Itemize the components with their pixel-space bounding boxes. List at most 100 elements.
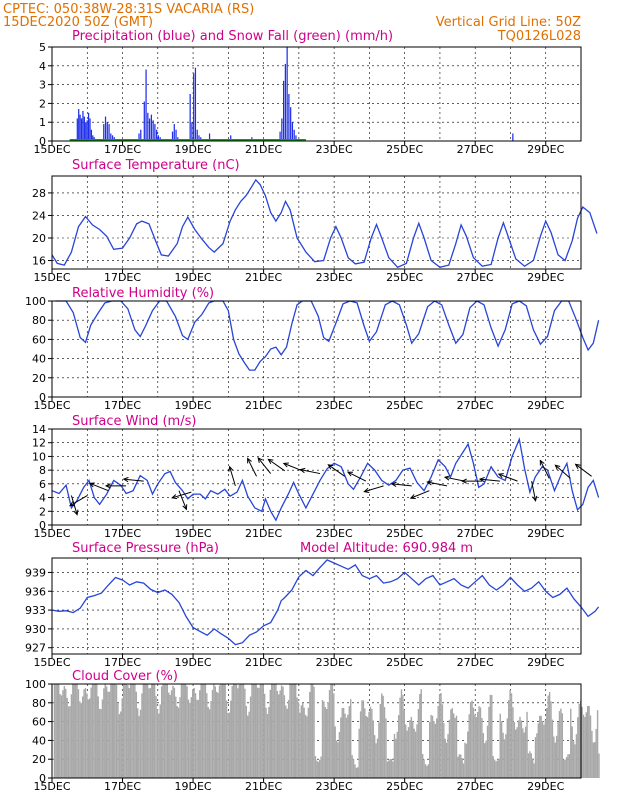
cloud-bar bbox=[340, 717, 342, 778]
cloud-bar bbox=[430, 714, 432, 778]
wind-xtick-label: 15DEC bbox=[33, 527, 70, 540]
cloud-bar bbox=[471, 700, 473, 778]
cloud-bar bbox=[500, 721, 503, 778]
wind-ytick-label: 4 bbox=[39, 492, 46, 505]
cloud-bar bbox=[287, 700, 290, 778]
wind-arrow bbox=[555, 464, 571, 479]
cloud-bar bbox=[506, 718, 508, 778]
cloud-xtick-label: 23DEC bbox=[316, 780, 353, 793]
pressure-xtick-label: 19DEC bbox=[175, 656, 212, 669]
cloud-bar bbox=[361, 700, 363, 778]
precip-bar bbox=[281, 118, 283, 141]
cloud-bar bbox=[342, 707, 345, 778]
temperature-xtick-label: 19DEC bbox=[175, 271, 212, 284]
precip-xtick-label: 23DEC bbox=[316, 143, 353, 156]
cloud-bar bbox=[350, 699, 352, 778]
cloud-bar bbox=[148, 688, 150, 778]
cloud-bar bbox=[65, 688, 67, 778]
temperature-ytick-label: 16 bbox=[32, 255, 46, 268]
wind-xtick-label: 21DEC bbox=[245, 527, 282, 540]
cloud-bar bbox=[498, 758, 500, 778]
cloud-bar bbox=[379, 703, 382, 778]
cloud-bar bbox=[72, 684, 74, 778]
cloud-bar bbox=[113, 684, 115, 778]
cloud-bar bbox=[207, 707, 209, 778]
wind-arrow bbox=[69, 495, 88, 507]
cloud-bar bbox=[285, 705, 287, 778]
cloud-bar bbox=[93, 684, 95, 778]
humidity-ytick-label: 0 bbox=[39, 391, 46, 404]
cloud-bar bbox=[252, 684, 255, 778]
cloud-bar bbox=[118, 714, 121, 778]
cloud-bar bbox=[263, 693, 266, 778]
cloud-bar bbox=[524, 726, 527, 778]
cloud-bar bbox=[488, 706, 490, 778]
cloud-xtick-label: 25DEC bbox=[386, 780, 423, 793]
cloud-bar bbox=[393, 733, 396, 778]
cloud-bar bbox=[228, 712, 231, 778]
header-line1: CPTEC: 050:38W-28:31S VACARIA (RS) bbox=[3, 2, 254, 17]
wind-arrow-head bbox=[228, 465, 234, 472]
wind-ytick-label: 6 bbox=[39, 478, 46, 491]
cloud-bar bbox=[105, 686, 108, 778]
precip-ytick-label: 2 bbox=[39, 97, 46, 110]
wind-arrow bbox=[178, 490, 187, 510]
cloud-bar bbox=[482, 733, 485, 778]
cloud-bar bbox=[481, 718, 483, 778]
cloud-bar bbox=[271, 684, 273, 778]
cloud-xtick-label: 19DEC bbox=[175, 780, 212, 793]
precip-bar bbox=[145, 69, 147, 141]
cloud-bar bbox=[554, 742, 556, 778]
precip-bar bbox=[157, 135, 160, 141]
cloud-bar bbox=[145, 684, 147, 778]
cloud-bar bbox=[509, 689, 511, 778]
cloud-bar bbox=[512, 707, 514, 778]
cloud-bar bbox=[400, 689, 403, 778]
cloud-bar bbox=[90, 687, 92, 778]
cloud-bar bbox=[460, 754, 462, 778]
cloud-bar bbox=[289, 684, 291, 778]
cloud-bar bbox=[499, 713, 501, 778]
cloud-bar bbox=[330, 684, 332, 778]
cloud-bar bbox=[159, 704, 161, 778]
cloud-bar bbox=[531, 758, 534, 778]
precip-bar bbox=[295, 135, 297, 141]
cloud-bar bbox=[378, 722, 380, 778]
cloud-bar bbox=[168, 692, 170, 778]
cloud-bar bbox=[567, 754, 569, 778]
cloud-bar bbox=[337, 742, 339, 778]
precip-bar bbox=[286, 47, 288, 141]
precip-title: Precipitation (blue) and Snow Fall (gree… bbox=[72, 29, 393, 44]
wind-arrow bbox=[364, 485, 384, 493]
wind-arrow-head bbox=[461, 478, 467, 484]
cloud-bar bbox=[303, 707, 305, 778]
cloud-bar bbox=[321, 700, 324, 778]
wind-arrow-head bbox=[532, 495, 538, 502]
pressure-xtick-label: 29DEC bbox=[527, 656, 564, 669]
cloud-bar bbox=[172, 685, 174, 778]
cloud-bar bbox=[210, 700, 212, 778]
cloud-bar bbox=[138, 715, 140, 778]
temperature-xtick-label: 21DEC bbox=[245, 271, 282, 284]
cloud-bar bbox=[314, 756, 317, 778]
cloud-bar bbox=[127, 684, 129, 778]
wind-arrow bbox=[427, 481, 448, 487]
wind-arrow-head bbox=[554, 464, 561, 470]
cloud-bar bbox=[507, 700, 510, 778]
cloud-bar bbox=[496, 760, 499, 778]
humidity-xtick-label: 15DEC bbox=[33, 399, 70, 412]
pressure-title: Surface Pressure (hPa) bbox=[72, 541, 219, 556]
cloud-bar bbox=[169, 694, 171, 778]
cloud-bar bbox=[259, 684, 262, 778]
cloud-bar bbox=[560, 708, 562, 778]
cloud-bar bbox=[557, 722, 559, 778]
cloud-bar bbox=[386, 761, 389, 778]
precip-xtick-label: 29DEC bbox=[527, 143, 564, 156]
cloud-bar bbox=[359, 711, 362, 778]
precip-bar bbox=[82, 110, 84, 141]
cloud-bar bbox=[286, 708, 288, 778]
humidity-series-line bbox=[55, 300, 600, 371]
cloud-frame bbox=[51, 683, 582, 779]
wind-ytick-label: 0 bbox=[39, 519, 46, 532]
cloud-bar bbox=[441, 704, 444, 778]
